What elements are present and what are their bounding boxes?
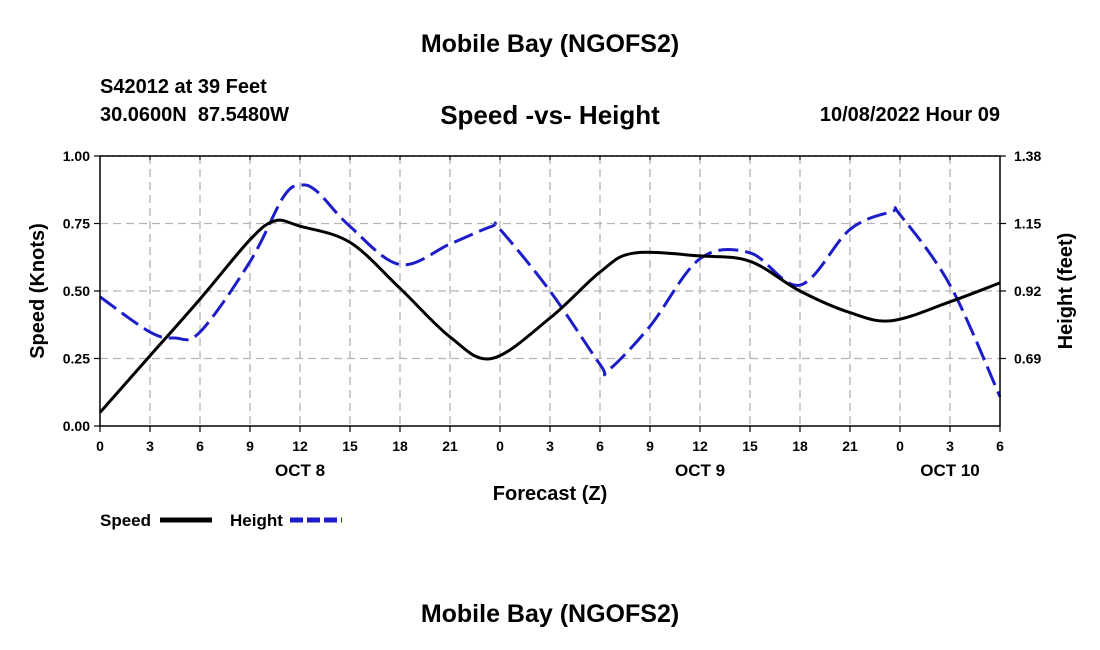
x-axis-label: Forecast (Z) — [493, 483, 607, 505]
x-tick-label: 3 — [146, 438, 154, 454]
y-tick-label-left: 0.50 — [63, 283, 90, 299]
grid-layer — [100, 155, 1000, 426]
x-tick-label: 0 — [496, 438, 504, 454]
x-tick-label: 18 — [792, 438, 808, 454]
series-layer — [98, 183, 1002, 414]
y-tick-label-right: 1.15 — [1014, 216, 1041, 232]
x-tick-label: 18 — [392, 438, 408, 454]
x-tick-label: 3 — [946, 438, 954, 454]
x-tick-label: 0 — [96, 438, 104, 454]
legend-label-height: Height — [230, 511, 283, 530]
top-title: Mobile Bay (NGOFS2) — [420, 30, 680, 58]
y-tick-label-left: 1.00 — [63, 148, 90, 164]
x-tick-label: 6 — [596, 438, 604, 454]
y-tick-label-left: 0.75 — [63, 216, 90, 232]
x-tick-label: 3 — [546, 438, 554, 454]
y-tick-label-right: 0.92 — [1014, 283, 1041, 299]
day-label: OCT 8 — [275, 461, 325, 480]
x-tick-label: 21 — [842, 438, 858, 454]
y-tick-label-right: 1.38 — [1014, 148, 1041, 164]
series-line-speed — [98, 218, 1001, 414]
station-label: S42012 at 39 Feet — [100, 76, 267, 98]
axis-layer: 0 3 6 9 12 15 18 21 0 3 6 9 12 15 18 21 0 3 6 OCT 8 OCT 9 OCT… — [63, 148, 1042, 480]
x-tick-label: 12 — [292, 438, 308, 454]
legend-label-speed: Speed — [100, 511, 151, 530]
y-axis-label-left: Speed (Knots) — [27, 223, 49, 359]
bottom-title: Mobile Bay (NGOFS2) — [420, 600, 680, 628]
coordinates-label: 30.0600N 87.5480W — [100, 104, 290, 126]
x-tick-label: 6 — [996, 438, 1004, 454]
day-label: OCT 9 — [675, 461, 725, 480]
x-tick-label: 21 — [442, 438, 458, 454]
day-label: OCT 10 — [920, 461, 980, 480]
x-tick-label: 15 — [342, 438, 358, 454]
x-tick-label: 9 — [246, 438, 254, 454]
x-tick-label: 15 — [742, 438, 758, 454]
y-tick-label-left: 0.00 — [63, 418, 90, 434]
series-line-height — [99, 183, 1002, 398]
y-tick-label-right: 0.69 — [1014, 351, 1041, 367]
timestamp-label: 10/08/2022 Hour 09 — [819, 104, 1000, 126]
x-tick-label: 9 — [646, 438, 654, 454]
y-tick-label-left: 0.25 — [63, 351, 90, 367]
x-tick-label: 6 — [196, 438, 204, 454]
y-axis-label-right: Height (feet) — [1055, 233, 1077, 350]
legend: Speed Height — [100, 511, 342, 530]
chart-title: Speed -vs- Height — [440, 100, 660, 130]
x-tick-label: 0 — [896, 438, 904, 454]
x-tick-label: 12 — [692, 438, 708, 454]
